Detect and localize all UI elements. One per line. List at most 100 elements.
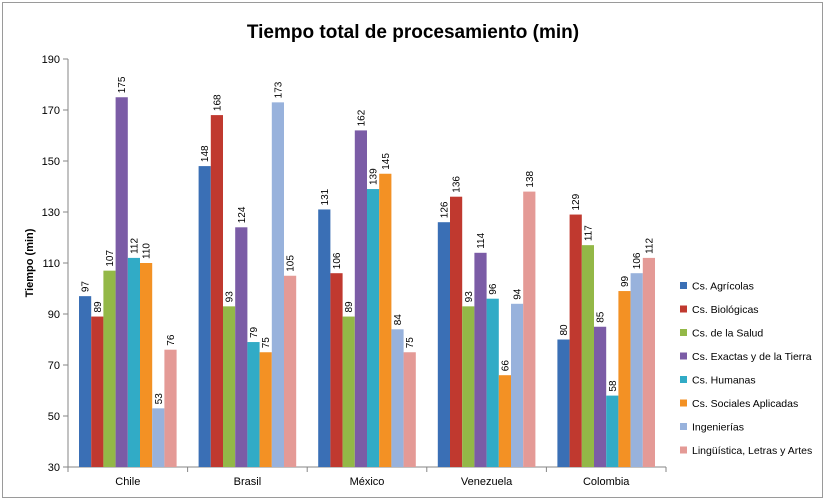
bar [210, 115, 223, 467]
data-label: 110 [142, 243, 153, 259]
data-label: 94 [513, 288, 524, 300]
legend-label: Cs. Exactas y de la Tierra [692, 351, 812, 363]
bar [271, 102, 284, 467]
legend-label: Cs. Biológicas [692, 304, 759, 316]
bar [437, 222, 450, 467]
bars [79, 97, 655, 468]
y-tick-label: 70 [48, 360, 60, 372]
x-tick-label: Venezuela [461, 476, 513, 488]
data-label: 139 [369, 168, 380, 185]
bar [140, 263, 153, 467]
data-label: 131 [320, 188, 331, 205]
chart-title: Tiempo total de procesamiento (min) [247, 22, 579, 43]
data-label: 114 [476, 232, 487, 248]
bar [330, 273, 343, 467]
data-label: 80 [559, 324, 570, 336]
legend-swatch [680, 399, 687, 407]
bar [127, 257, 140, 467]
data-label: 175 [117, 76, 128, 93]
x-tick-label: Colombia [583, 476, 630, 488]
data-labels: 97 148 131 126 80 89 168 106 136 129 107 93 89 93 117 1… [81, 76, 656, 404]
bar [569, 214, 582, 467]
data-label: 148 [200, 145, 211, 162]
data-label: 76 [166, 334, 177, 346]
data-label: 168 [212, 94, 223, 111]
data-label: 85 [596, 311, 607, 323]
bar [247, 342, 260, 467]
data-label: 162 [356, 109, 367, 126]
data-label: 96 [488, 283, 499, 295]
data-label: 126 [439, 201, 450, 218]
data-label: 89 [93, 301, 104, 313]
data-label: 105 [286, 255, 297, 272]
legend: Cs. Agrícolas Cs. Biológicas Cs. de la Sal… [680, 281, 812, 457]
bar [462, 306, 475, 467]
bar [318, 209, 331, 467]
legend-swatch [680, 329, 687, 336]
bar [581, 245, 594, 467]
x-tick-label: Brasil [234, 476, 262, 488]
data-label: 99 [620, 275, 631, 287]
bar [103, 270, 116, 467]
legend-label: Cs. Humanas [692, 375, 756, 387]
bar [474, 252, 487, 467]
bar [486, 298, 499, 467]
y-tick-label: 30 [48, 462, 60, 474]
data-label: 124 [237, 206, 248, 223]
data-label: 106 [632, 252, 643, 269]
legend-label: Cs. de la Salud [692, 328, 763, 340]
bar [235, 227, 248, 467]
data-label: 173 [273, 81, 284, 98]
bar [557, 339, 570, 467]
y-tick-label: 150 [42, 156, 60, 168]
bar [354, 130, 367, 467]
bar [391, 329, 404, 467]
x-tick-label: Chile [115, 476, 140, 488]
bar [91, 316, 104, 467]
data-label: 53 [154, 393, 165, 405]
legend-swatch [680, 305, 687, 313]
bar [367, 189, 380, 468]
y-tick-label: 130 [42, 207, 60, 219]
legend-label: Cs. Sociales Aplicadas [692, 398, 798, 410]
x-tick-label: México [350, 476, 385, 488]
y-tick-label: 110 [42, 258, 60, 270]
bar [152, 408, 165, 467]
data-label: 129 [571, 193, 582, 210]
y-axis-label: Tiempo (min) [24, 228, 36, 297]
data-label: 117 [583, 225, 594, 241]
y-tick-label: 90 [48, 309, 60, 321]
data-label: 89 [344, 301, 355, 313]
data-label: 93 [225, 291, 236, 303]
bar [342, 316, 355, 467]
y-tick-label: 190 [42, 54, 60, 66]
bar [642, 257, 655, 467]
data-label: 107 [105, 250, 116, 267]
legend-swatch [680, 446, 687, 454]
y-tick-label: 50 [48, 411, 60, 423]
data-label: 66 [500, 360, 511, 372]
data-label: 84 [393, 314, 404, 326]
legend-swatch [680, 282, 687, 289]
data-label: 58 [608, 380, 619, 392]
data-label: 79 [249, 326, 260, 338]
legend-label: Lingüística, Letras y Artes [692, 445, 812, 457]
bar [79, 296, 92, 467]
data-label: 75 [405, 337, 416, 349]
bar [511, 303, 524, 467]
bar [594, 326, 607, 467]
y-tick-label: 170 [42, 105, 60, 117]
data-label: 138 [525, 170, 536, 187]
data-label: 106 [332, 252, 343, 269]
bar [198, 166, 211, 467]
bar [498, 375, 511, 467]
data-label: 112 [644, 238, 655, 254]
bar [630, 273, 643, 467]
legend-label: Cs. Agrícolas [692, 281, 754, 293]
bar [259, 352, 272, 467]
data-label: 112 [129, 238, 140, 254]
legend-swatch [680, 376, 687, 383]
legend-label: Ingenierías [692, 422, 744, 434]
bar [403, 352, 416, 467]
